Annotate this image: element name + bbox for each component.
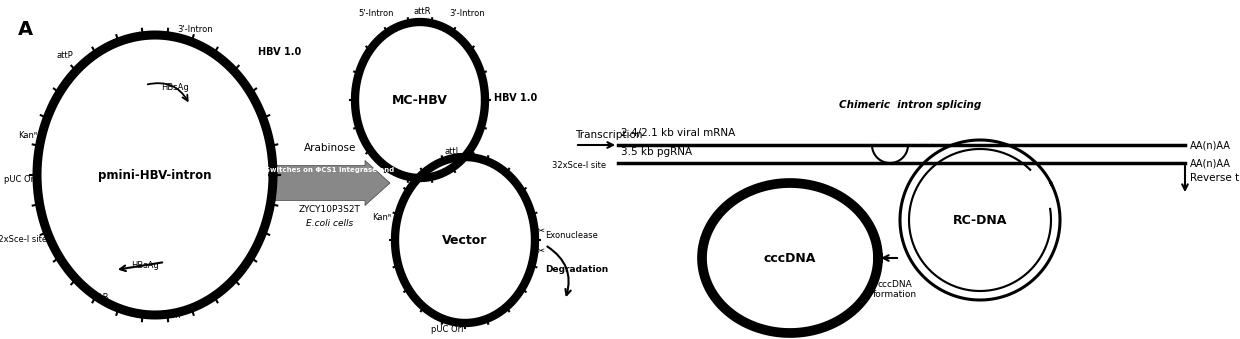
Text: E.coli cells: E.coli cells: [306, 219, 353, 227]
FancyArrow shape: [275, 160, 391, 205]
Text: HBsAg: HBsAg: [161, 83, 188, 93]
Text: Exonuclease: Exonuclease: [546, 232, 598, 240]
Text: cccDNA
formation: cccDNA formation: [873, 280, 918, 299]
Text: pmini-HBV-intron: pmini-HBV-intron: [98, 168, 212, 181]
Text: pUC Ori: pUC Ori: [430, 325, 464, 335]
Text: Vector: Vector: [443, 234, 487, 246]
Text: MC-HBV: MC-HBV: [392, 94, 448, 106]
Text: Transcription: Transcription: [575, 130, 642, 140]
Text: cccDNA: cccDNA: [764, 252, 816, 264]
Text: Kanᴿ: Kanᴿ: [372, 214, 392, 222]
Text: AA(n)AA: AA(n)AA: [1190, 158, 1231, 168]
Text: Degradation: Degradation: [546, 265, 609, 275]
Text: HBsAg: HBsAg: [131, 260, 159, 270]
Text: ZYCY10P3S2T: ZYCY10P3S2T: [299, 205, 361, 215]
Text: 2.4/2.1 kb viral mRNA: 2.4/2.1 kb viral mRNA: [621, 128, 735, 138]
Text: 32xSce-I site: 32xSce-I site: [552, 160, 606, 170]
Text: 5'-Intron: 5'-Intron: [358, 9, 394, 19]
Text: Chimeric  intron splicing: Chimeric intron splicing: [839, 100, 981, 110]
Text: Arabinose: Arabinose: [304, 143, 356, 153]
Text: HBV 1.0: HBV 1.0: [258, 47, 301, 57]
Text: 3'-Intron: 3'-Intron: [449, 9, 485, 19]
Text: 5'-Intron: 5'-Intron: [145, 311, 181, 319]
Text: Switches on ΦCS1 Integrase and: Switches on ΦCS1 Integrase and: [265, 167, 394, 173]
Text: ✂: ✂: [537, 245, 546, 255]
Text: Reverse transcription: Reverse transcription: [1190, 173, 1240, 183]
Text: ✂: ✂: [537, 225, 546, 235]
Text: 3.5 kb pgRNA: 3.5 kb pgRNA: [621, 147, 692, 157]
Text: RC-DNA: RC-DNA: [952, 214, 1007, 226]
Text: attL: attL: [445, 147, 461, 157]
Text: HBV 1.0: HBV 1.0: [494, 93, 537, 103]
Text: attP: attP: [57, 51, 73, 60]
Text: attB: attB: [92, 294, 109, 302]
Text: 3'-Intron: 3'-Intron: [177, 25, 213, 35]
Text: pUC Ori: pUC Ori: [4, 176, 36, 184]
Text: 32xSce-I site: 32xSce-I site: [0, 236, 47, 244]
Text: Kanᴿ: Kanᴿ: [19, 131, 37, 140]
Text: attR: attR: [413, 7, 430, 17]
Text: AA(n)AA: AA(n)AA: [1190, 140, 1231, 150]
Text: A: A: [19, 20, 33, 39]
